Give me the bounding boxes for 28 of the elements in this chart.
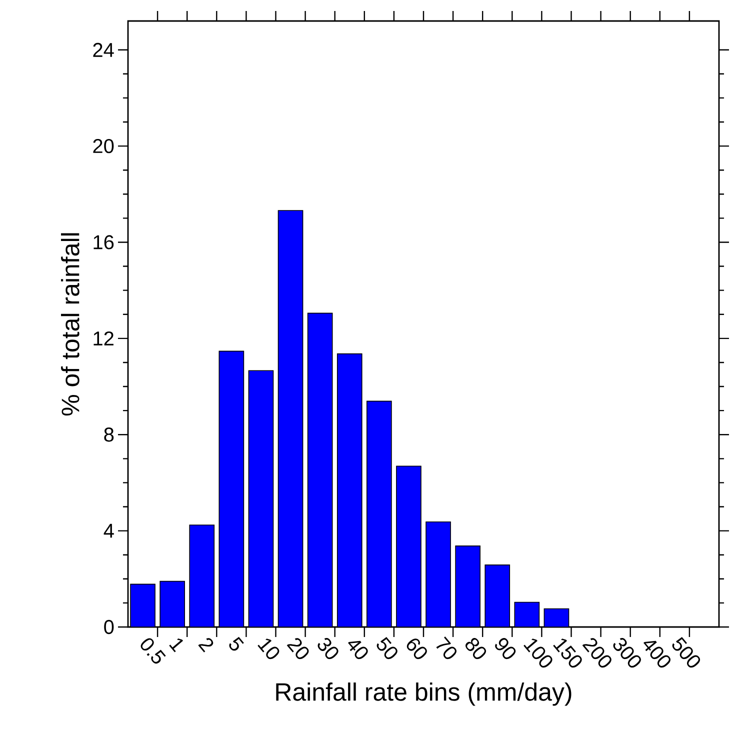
x-tick-label: 20	[286, 638, 309, 660]
x-tick-label: 400	[643, 640, 670, 668]
x-tick-label: 40	[348, 640, 368, 660]
x-tick-label: 100	[524, 638, 552, 668]
y-axis-title: % of total rainfall	[60, 233, 80, 416]
x-tick-label: 60	[406, 638, 427, 660]
y-tick-label: 20	[93, 138, 114, 154]
y-tick-label: 0	[104, 620, 114, 634]
x-tick-label: 150	[553, 638, 582, 668]
y-tick-label: 4	[104, 524, 114, 538]
x-tick-label: 50	[376, 637, 398, 660]
x-tick-label: 10	[258, 638, 280, 660]
x-tick-label: 500	[672, 637, 700, 668]
x-tick-label: 5	[229, 636, 244, 651]
x-tick-label: 0.5	[140, 638, 166, 664]
x-tick-label: 2	[198, 638, 214, 652]
x-axis-title: Rainfall rate bins (mm/day)	[276, 682, 572, 706]
x-tick-label: 70	[436, 636, 457, 660]
y-tick-label: 12	[94, 331, 114, 346]
x-tick-label: 80	[466, 638, 486, 660]
y-tick-label: 8	[104, 428, 114, 442]
y-tick-label: 24	[93, 42, 114, 57]
x-tick-label: 300	[613, 638, 641, 668]
y-tick-label: 16	[94, 235, 114, 250]
x-tick-label: 200	[582, 638, 612, 668]
x-tick-label: 30	[318, 638, 338, 660]
x-tick-label: 1	[169, 638, 184, 652]
x-tick-label: 90	[495, 638, 516, 660]
